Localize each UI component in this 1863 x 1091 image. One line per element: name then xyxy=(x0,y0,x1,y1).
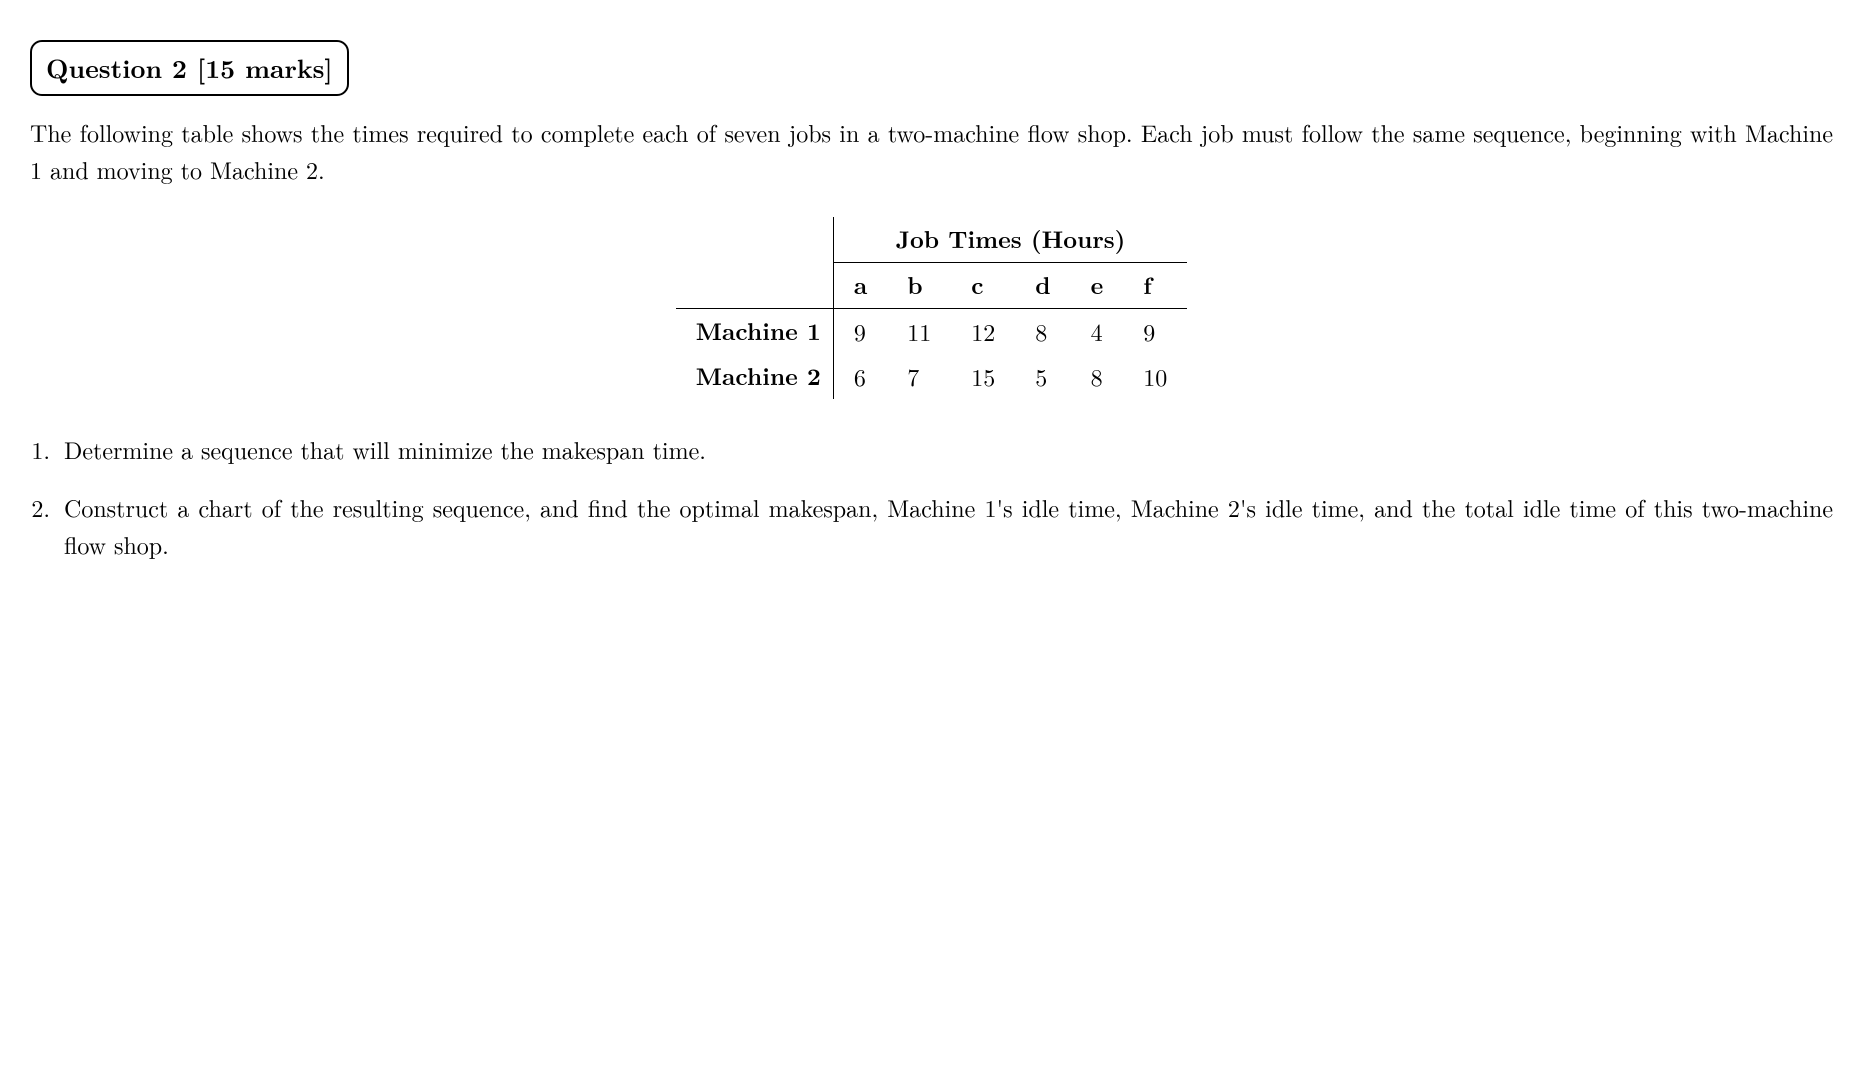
cell: 7 xyxy=(887,354,951,399)
question-header: Question 2 [15 marks] xyxy=(46,49,333,86)
cell: 11 xyxy=(887,309,951,355)
list-item: Construct a chart of the resulting seque… xyxy=(58,489,1833,563)
col-head-f: f xyxy=(1123,262,1187,308)
table-title: Job Times (Hours) xyxy=(833,217,1187,263)
table-title-row: Job Times (Hours) xyxy=(676,217,1188,263)
col-head-b: b xyxy=(887,262,951,308)
table-header-blank xyxy=(676,262,834,308)
row-head-m2: Machine 2 xyxy=(676,354,834,399)
cell: 10 xyxy=(1123,354,1187,399)
col-head-d: d xyxy=(1015,262,1070,308)
cell: 15 xyxy=(951,354,1015,399)
cell: 5 xyxy=(1015,354,1070,399)
question-header-box: Question 2 [15 marks] xyxy=(30,40,349,96)
row-head-m1: Machine 1 xyxy=(676,309,834,355)
cell: 4 xyxy=(1071,309,1124,355)
table-column-header-row: a b c d e f xyxy=(676,262,1188,308)
cell: 8 xyxy=(1015,309,1070,355)
intro-paragraph: The following table shows the times requ… xyxy=(30,114,1833,188)
list-item: Determine a sequence that will minimize … xyxy=(58,431,1833,468)
table-row: Machine 1 9 11 12 8 4 9 xyxy=(676,309,1188,355)
cell: 6 xyxy=(833,354,887,399)
table-corner-blank xyxy=(676,217,834,263)
table-container: Job Times (Hours) a b c d e f Machine 1 … xyxy=(30,217,1833,400)
cell: 12 xyxy=(951,309,1015,355)
cell: 8 xyxy=(1071,354,1124,399)
job-times-table: Job Times (Hours) a b c d e f Machine 1 … xyxy=(676,217,1188,400)
question-parts-list: Determine a sequence that will minimize … xyxy=(58,431,1833,563)
col-head-a: a xyxy=(833,262,887,308)
table-row: Machine 2 6 7 15 5 8 10 xyxy=(676,354,1188,399)
col-head-e: e xyxy=(1071,262,1124,308)
cell: 9 xyxy=(833,309,887,355)
cell: 9 xyxy=(1123,309,1187,355)
col-head-c: c xyxy=(951,262,1015,308)
